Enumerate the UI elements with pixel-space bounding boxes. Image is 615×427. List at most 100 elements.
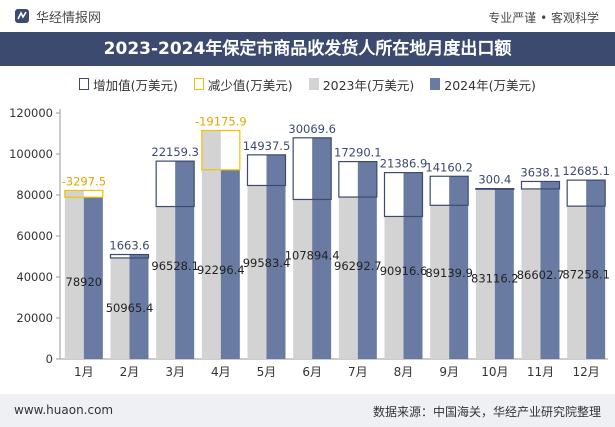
y-tick-label: 80000 [16, 188, 53, 202]
bar-2023 [521, 188, 541, 359]
x-tick-label: 12月 [573, 365, 600, 379]
y-tick-label: 60000 [16, 229, 53, 243]
x-tick-label: 7月 [348, 365, 368, 379]
change-label: 1663.6 [109, 239, 149, 253]
title-band: 2023-2024年保定市商品收发货人所在地月度出口额 [0, 32, 615, 66]
value-label-2024: 78920 [66, 275, 103, 289]
x-tick-label: 10月 [481, 365, 508, 379]
value-label-2024: 87258.1 [562, 268, 610, 282]
legend-label-decrease: 减少值(万美元) [207, 77, 293, 93]
legend-swatch-decrease [193, 78, 204, 90]
value-label-2024: 99583.4 [243, 256, 291, 270]
increase-box [338, 160, 378, 198]
x-tick-label: 6月 [302, 365, 322, 379]
x-tick-label: 1月 [74, 365, 94, 379]
brand-name: 华经情报网 [36, 11, 102, 26]
change-label: 21386.9 [380, 157, 428, 171]
x-tick-label: 5月 [257, 365, 277, 379]
change-label: 17290.1 [334, 146, 382, 160]
legend-swatch-2023 [308, 78, 319, 90]
legend-item-decrease: 减少值(万美元) [193, 75, 293, 94]
bar-2023 [201, 130, 221, 359]
x-tick-label: 3月 [165, 365, 185, 379]
y-tick-label: 0 [46, 352, 53, 366]
y-tick-label: 120000 [9, 106, 53, 120]
value-label-2024: 83116.2 [471, 271, 519, 285]
increase-box [383, 172, 424, 218]
bar-2023 [384, 216, 404, 359]
change-label: 300.4 [478, 173, 511, 187]
bar-2023 [64, 190, 84, 359]
bar-2023 [475, 189, 495, 359]
bar-2024 [83, 197, 103, 359]
value-label-2024: 86602.7 [517, 268, 565, 282]
bar-2024 [266, 154, 286, 359]
brand-tagline: 专业严谨 • 客观科学 [488, 11, 599, 25]
legend-label-increase: 增加值(万美元) [93, 77, 178, 93]
bar-chart: 0 20000 40000 60000 80000 100000 120000 -3297.5… [9, 106, 610, 379]
bar-2023 [110, 257, 130, 359]
footer-url: www.huaon.com [14, 403, 114, 417]
change-label: 14937.5 [243, 139, 291, 153]
bar-2024 [220, 169, 240, 359]
legend-swatch-2024 [430, 78, 441, 90]
value-label-2024: 92296.4 [197, 263, 245, 277]
bar-2023 [156, 206, 176, 359]
decrease-box [64, 189, 104, 198]
x-tick-label: 4月 [211, 365, 231, 379]
increase-box [566, 179, 606, 207]
y-tick-label: 100000 [9, 147, 53, 161]
legend-item-increase: 增加值(万美元) [79, 75, 178, 94]
bar-2024 [312, 137, 332, 359]
top-bar: 华经情报网 专业严谨 • 客观科学 [0, 0, 615, 32]
bar-2023 [430, 205, 450, 359]
bar-2023 [247, 185, 267, 359]
bar-2024 [129, 254, 149, 359]
change-label: 30069.6 [288, 122, 336, 136]
bar-2024 [175, 161, 195, 359]
increase-box [292, 137, 332, 201]
footer-bar: www.huaon.com 数据来源：中国海关，华经产业研究院整理 [0, 394, 615, 427]
increase-box [246, 154, 287, 187]
value-label-2024: 96292.7 [334, 259, 382, 273]
value-label-2024: 107894.4 [285, 248, 340, 262]
x-tick-label: 9月 [439, 365, 459, 379]
brand-logo-icon [15, 9, 29, 23]
bar-2024 [540, 181, 560, 359]
bar-2024 [449, 176, 469, 359]
legend-item-2023: 2023年(万美元) [308, 75, 415, 94]
bar-2023 [338, 197, 358, 359]
chart-legend: 增加值(万美元) 减少值(万美元) 2023年(万美元) 2024年(万美元) [0, 72, 615, 96]
legend-swatch-increase [79, 78, 90, 90]
increase-box [109, 253, 150, 259]
increase-box [155, 160, 195, 208]
bar-2024 [403, 172, 423, 359]
chart-title: 2023-2024年保定市商品收发货人所在地月度出口额 [103, 39, 512, 59]
value-label-2024: 50965.4 [106, 301, 154, 315]
decrease-box [201, 129, 241, 171]
value-label-2024: 96528.1 [151, 259, 199, 273]
x-tick-label: 11月 [527, 365, 554, 379]
legend-label-2024: 2024年(万美元) [444, 77, 536, 93]
legend-item-2024: 2024年(万美元) [430, 75, 536, 94]
change-label: -19175.9 [195, 114, 247, 128]
value-label-2024: 90916.6 [380, 264, 428, 278]
footer-source: 数据来源：中国海关，华经产业研究院整理 [372, 405, 601, 419]
change-label: 22159.3 [151, 145, 199, 159]
change-label: 3638.1 [520, 165, 560, 179]
bar-2024 [586, 180, 606, 359]
bar-2024 [357, 161, 377, 359]
increase-box [520, 180, 561, 190]
change-label: 12685.1 [562, 164, 610, 178]
value-label-2024: 89139.9 [425, 266, 473, 280]
increase-box [475, 188, 515, 190]
change-label: 14160.2 [425, 160, 473, 174]
increase-box [429, 175, 469, 206]
change-label: -3297.5 [62, 174, 106, 188]
y-tick-label: 40000 [16, 270, 53, 284]
bar-2024 [494, 188, 514, 359]
bar-2023 [293, 199, 313, 359]
x-tick-label: 2月 [120, 365, 140, 379]
x-tick-label: 8月 [394, 365, 414, 379]
legend-label-2023: 2023年(万美元) [322, 77, 415, 93]
